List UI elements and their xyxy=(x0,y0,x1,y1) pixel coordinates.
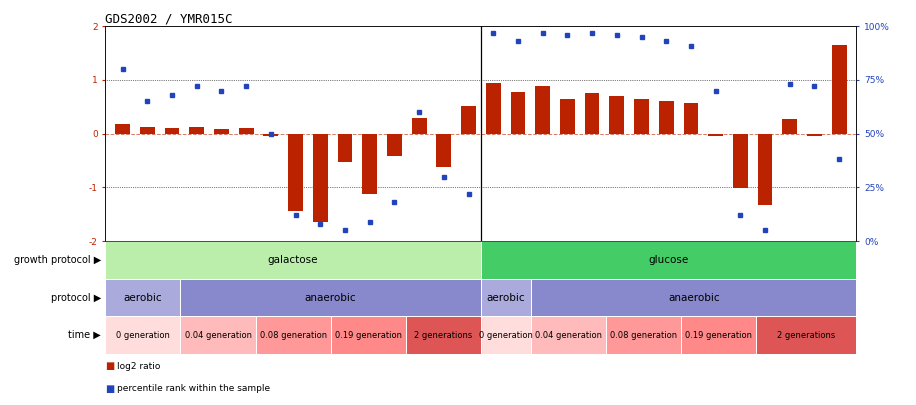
Bar xyxy=(363,134,377,194)
Bar xyxy=(634,99,649,134)
Bar xyxy=(387,134,402,156)
Bar xyxy=(481,316,531,354)
Bar xyxy=(481,241,856,279)
Text: glucose: glucose xyxy=(649,255,689,265)
Bar xyxy=(180,279,481,316)
Bar xyxy=(733,134,747,188)
Bar xyxy=(683,102,698,134)
Bar xyxy=(406,316,481,354)
Text: log2 ratio: log2 ratio xyxy=(117,362,160,371)
Bar xyxy=(105,316,180,354)
Text: percentile rank within the sample: percentile rank within the sample xyxy=(117,384,270,393)
Bar xyxy=(180,316,256,354)
Text: 0 generation: 0 generation xyxy=(479,330,533,340)
Bar xyxy=(461,106,476,134)
Bar xyxy=(609,96,624,134)
Bar xyxy=(531,316,606,354)
Text: protocol ▶: protocol ▶ xyxy=(50,292,101,303)
Text: 2 generations: 2 generations xyxy=(414,330,473,340)
Bar xyxy=(531,279,856,316)
Bar xyxy=(606,316,682,354)
Text: 0.04 generation: 0.04 generation xyxy=(535,330,602,340)
Bar xyxy=(331,316,406,354)
Bar xyxy=(560,99,574,134)
Text: 0 generation: 0 generation xyxy=(116,330,169,340)
Bar xyxy=(584,94,599,134)
Text: 0.04 generation: 0.04 generation xyxy=(184,330,252,340)
Text: anaerobic: anaerobic xyxy=(668,292,720,303)
Bar xyxy=(105,279,180,316)
Text: galactose: galactose xyxy=(267,255,319,265)
Bar xyxy=(436,134,452,167)
Bar xyxy=(485,83,501,134)
Bar xyxy=(115,124,130,134)
Bar xyxy=(411,117,427,134)
Bar xyxy=(481,279,531,316)
Text: growth protocol ▶: growth protocol ▶ xyxy=(14,255,101,265)
Text: GDS2002 / YMR015C: GDS2002 / YMR015C xyxy=(105,12,233,25)
Text: ■: ■ xyxy=(105,361,114,371)
Bar xyxy=(338,134,353,162)
Bar xyxy=(214,129,229,134)
Bar xyxy=(757,316,856,354)
Bar xyxy=(535,86,551,134)
Text: 0.08 generation: 0.08 generation xyxy=(259,330,327,340)
Bar xyxy=(782,119,797,134)
Bar xyxy=(807,134,822,136)
Bar xyxy=(313,134,328,222)
Bar xyxy=(659,102,673,134)
Bar xyxy=(289,134,303,211)
Text: aerobic: aerobic xyxy=(124,292,162,303)
Text: anaerobic: anaerobic xyxy=(305,292,356,303)
Text: time ▶: time ▶ xyxy=(68,330,101,340)
Text: 0.19 generation: 0.19 generation xyxy=(685,330,752,340)
Bar xyxy=(682,316,757,354)
Bar xyxy=(239,128,254,134)
Bar xyxy=(105,241,481,279)
Bar xyxy=(510,92,526,134)
Text: 0.08 generation: 0.08 generation xyxy=(610,330,677,340)
Text: aerobic: aerobic xyxy=(486,292,525,303)
Bar xyxy=(758,134,772,205)
Bar xyxy=(708,134,723,136)
Text: 0.19 generation: 0.19 generation xyxy=(334,330,402,340)
Text: 2 generations: 2 generations xyxy=(778,330,835,340)
Bar xyxy=(832,45,846,134)
Bar xyxy=(264,134,278,136)
Bar xyxy=(190,127,204,134)
Text: ■: ■ xyxy=(105,384,114,394)
Bar xyxy=(165,128,180,134)
Bar xyxy=(256,316,331,354)
Bar xyxy=(140,127,155,134)
